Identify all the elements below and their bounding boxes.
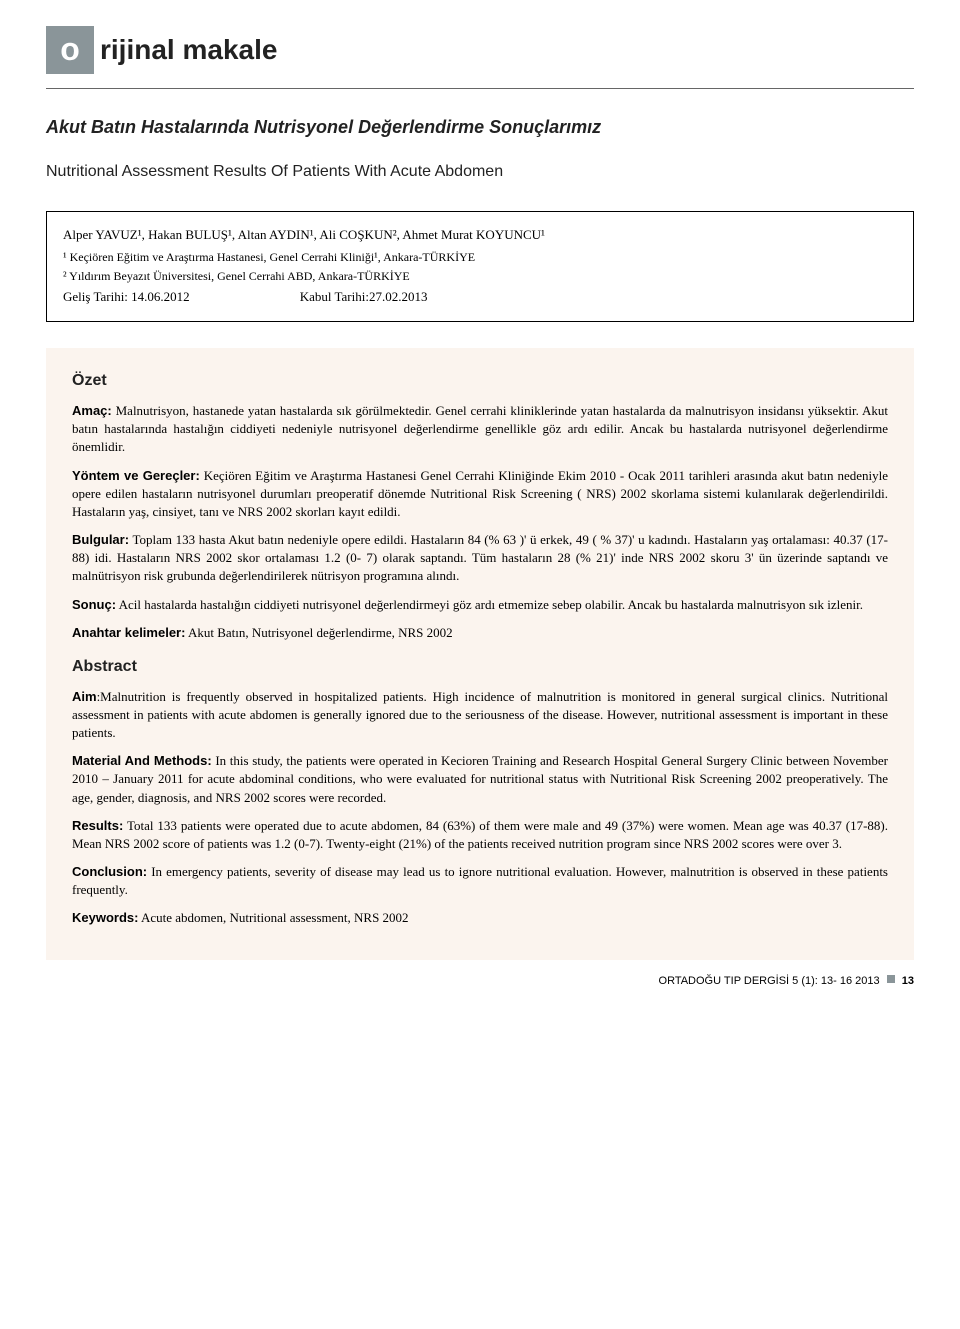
ozet-yontem: Yöntem ve Gereçler: Keçiören Eğitim ve A… <box>72 467 888 522</box>
footer-journal: ORTADOĞU TIP DERGİSİ 5 (1): 13- 16 2013 <box>659 975 880 987</box>
ozet-anahtar: Anahtar kelimeler: Akut Batın, Nutrisyon… <box>72 624 888 642</box>
authors-line: Alper YAVUZ¹, Hakan BULUŞ¹, Altan AYDIN¹… <box>63 226 897 244</box>
ozet-heading: Özet <box>72 370 888 392</box>
aim-label: Aim <box>72 689 97 704</box>
author-block: Alper YAVUZ¹, Hakan BULUŞ¹, Altan AYDIN¹… <box>46 211 914 322</box>
abstract-conclusion: Conclusion: In emergency patients, sever… <box>72 863 888 899</box>
keywords-label: Keywords: <box>72 910 138 925</box>
abstract-keywords: Keywords: Acute abdomen, Nutritional ass… <box>72 909 888 927</box>
results-label: Results: <box>72 818 123 833</box>
anahtar-label: Anahtar kelimeler: <box>72 625 185 640</box>
accepted-date: Kabul Tarihi:27.02.2013 <box>300 288 428 306</box>
affiliation-2: ² Yıldırım Beyazıt Üniversitesi, Genel C… <box>63 268 897 284</box>
sonuc-label: Sonuç: <box>72 597 116 612</box>
affiliation-1: ¹ Keçiören Eğitim ve Araştırma Hastanesi… <box>63 249 897 265</box>
amac-text: Malnutrisyon, hastanede yatan hastalarda… <box>72 403 888 454</box>
footer-square-icon <box>887 975 895 983</box>
yontem-label: Yöntem ve Gereçler: <box>72 468 200 483</box>
category-letter-box: o <box>46 26 94 74</box>
ozet-sonuc: Sonuç: Acil hastalarda hastalığın ciddiy… <box>72 596 888 614</box>
abstract-box: Özet Amaç: Malnutrisyon, hastanede yatan… <box>46 348 914 959</box>
ozet-bulgular: Bulgular: Toplam 133 hasta Akut batın ne… <box>72 531 888 586</box>
category-letter: o <box>60 28 80 71</box>
abstract-heading: Abstract <box>72 656 888 678</box>
keywords-text: Acute abdomen, Nutritional assessment, N… <box>138 910 408 925</box>
title-turkish: Akut Batın Hastalarında Nutrisyonel Değe… <box>46 115 914 139</box>
amac-label: Amaç: <box>72 403 112 418</box>
results-text: Total 133 patients were operated due to … <box>72 818 888 851</box>
page-footer: ORTADOĞU TIP DERGİSİ 5 (1): 13- 16 2013 … <box>46 974 914 989</box>
title-english: Nutritional Assessment Results Of Patien… <box>46 161 914 183</box>
bulgular-text: Toplam 133 hasta Akut batın nedeniyle op… <box>72 532 888 583</box>
footer-page-number: 13 <box>902 975 914 987</box>
anahtar-text: Akut Batın, Nutrisyonel değerlendirme, N… <box>185 625 452 640</box>
sonuc-text: Acil hastalarda hastalığın ciddiyeti nut… <box>116 597 863 612</box>
bulgular-label: Bulgular: <box>72 532 129 547</box>
horizontal-rule <box>46 88 914 89</box>
methods-label: Material And Methods: <box>72 753 212 768</box>
received-date: Geliş Tarihi: 14.06.2012 <box>63 288 190 306</box>
abstract-aim: Aim:Malnutrition is frequently observed … <box>72 688 888 743</box>
category-label: rijinal makale <box>100 31 277 69</box>
aim-text: :Malnutrition is frequently observed in … <box>72 689 888 740</box>
ozet-amac: Amaç: Malnutrisyon, hastanede yatan hast… <box>72 402 888 457</box>
conclusion-text: In emergency patients, severity of disea… <box>72 864 888 897</box>
abstract-methods: Material And Methods: In this study, the… <box>72 752 888 807</box>
abstract-results: Results: Total 133 patients were operate… <box>72 817 888 853</box>
category-bar: o rijinal makale <box>46 26 914 74</box>
conclusion-label: Conclusion: <box>72 864 147 879</box>
dates-row: Geliş Tarihi: 14.06.2012 Kabul Tarihi:27… <box>63 288 897 306</box>
